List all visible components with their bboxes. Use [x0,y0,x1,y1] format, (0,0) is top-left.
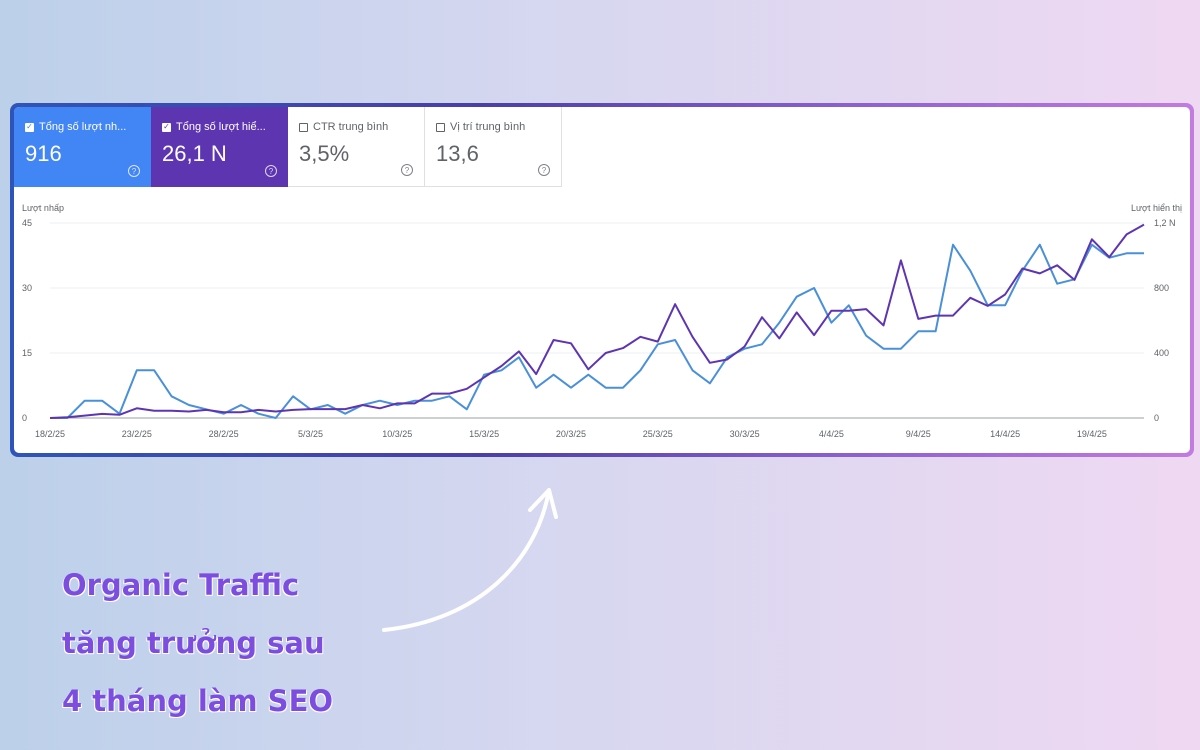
checkbox-checked-icon[interactable]: ✓ [162,122,171,132]
metric-value: 3,5% [299,141,350,166]
x-tick-label: 19/4/25 [1077,429,1107,439]
x-tick-label: 14/4/25 [990,429,1020,439]
y-tick-label-left: 15 [22,348,32,358]
caption-line: tăng trưởng sau [62,626,325,660]
y-tick-label-left: 30 [22,283,32,293]
caption-text: Organic Traffic tăng trưởng sau 4 tháng … [62,556,402,730]
metric-card-header: CTR trung bình [299,121,388,133]
metric-value: 13,6 [436,141,479,166]
checkbox-unchecked-icon[interactable] [299,122,308,132]
curved-arrow-icon [382,488,558,632]
checkbox-unchecked-icon[interactable] [436,122,445,132]
x-tick-label: 23/2/25 [122,429,152,439]
metric-label: Tổng số lượt hiể... [176,121,266,133]
search-console-panel: ✓ Tổng số lượt nh... 916 ? ✓ Tổng số lượ… [14,107,1190,453]
x-tick-label: 18/2/25 [35,429,65,439]
help-icon[interactable]: ? [401,164,413,176]
x-tick-label: 15/3/25 [469,429,499,439]
help-icon[interactable]: ? [538,164,550,176]
metric-card-clicks[interactable]: ✓ Tổng số lượt nh... 916 ? [14,107,151,187]
metric-label: Vị trí trung bình [450,121,526,133]
x-tick-label: 4/4/25 [819,429,844,439]
y-tick-label-right: 1,2 N [1154,218,1176,228]
x-tick-label: 5/3/25 [298,429,323,439]
metric-card-impressions[interactable]: ✓ Tổng số lượt hiể... 26,1 N ? [151,107,288,187]
y-axis-left-title: Lượt nhấp [22,203,64,213]
metric-value: 916 [25,141,62,166]
metric-cards: ✓ Tổng số lượt nh... 916 ? ✓ Tổng số lượ… [14,107,562,187]
x-tick-label: 25/3/25 [643,429,673,439]
x-tick-label: 28/2/25 [209,429,239,439]
metric-label: Tổng số lượt nh... [39,121,127,133]
x-tick-label: 20/3/25 [556,429,586,439]
metric-card-position[interactable]: Vị trí trung bình 13,6 ? [425,107,562,187]
metric-card-header: ✓ Tổng số lượt nh... [25,121,126,133]
caption-line: Organic Traffic [62,568,300,602]
x-tick-label: 9/4/25 [906,429,931,439]
y-tick-label-right: 800 [1154,283,1169,293]
metric-value: 26,1 N [162,141,227,166]
metric-card-ctr[interactable]: CTR trung bình 3,5% ? [288,107,425,187]
series-line-clicks [50,243,1144,419]
help-icon[interactable]: ? [265,165,277,177]
y-tick-label-left: 0 [22,413,27,423]
caption-line: 4 tháng làm SEO [62,684,334,718]
x-tick-label: 30/3/25 [730,429,760,439]
y-tick-label-left: 45 [22,218,32,228]
metric-card-header: Vị trí trung bình [436,121,525,133]
series-line-impressions [49,223,1145,419]
metric-label: CTR trung bình [313,121,389,133]
checkbox-checked-icon[interactable]: ✓ [25,122,34,132]
y-tick-label-right: 400 [1154,348,1169,358]
metric-card-header: ✓ Tổng số lượt hiể... [162,121,266,133]
help-icon[interactable]: ? [128,165,140,177]
y-tick-label-right: 0 [1154,413,1159,423]
performance-line-chart: Lượt nhấp Lượt hiển thị 45 1,2 N 30 800 15 400 0… [22,203,1182,439]
x-tick-label: 10/3/25 [382,429,412,439]
y-axis-right-title: Lượt hiển thị [1131,203,1182,213]
search-console-panel-frame: ✓ Tổng số lượt nh... 916 ? ✓ Tổng số lượ… [10,103,1194,457]
